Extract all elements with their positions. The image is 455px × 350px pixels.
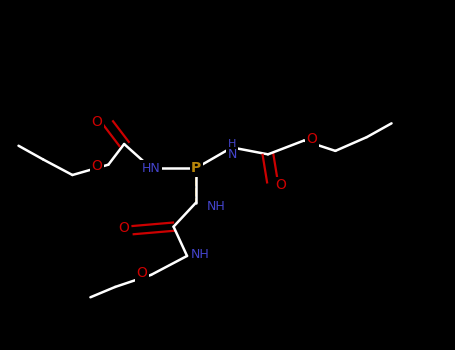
Text: H: H xyxy=(228,139,236,149)
Text: O: O xyxy=(275,178,286,192)
Text: O: O xyxy=(136,266,147,280)
Text: N: N xyxy=(228,148,237,161)
Text: NH: NH xyxy=(207,199,226,212)
Text: O: O xyxy=(119,222,130,236)
Text: NH: NH xyxy=(191,248,210,261)
Text: O: O xyxy=(92,114,102,128)
Text: O: O xyxy=(92,159,102,173)
Text: O: O xyxy=(307,132,318,146)
Text: P: P xyxy=(191,161,201,175)
Text: HN: HN xyxy=(142,162,161,175)
